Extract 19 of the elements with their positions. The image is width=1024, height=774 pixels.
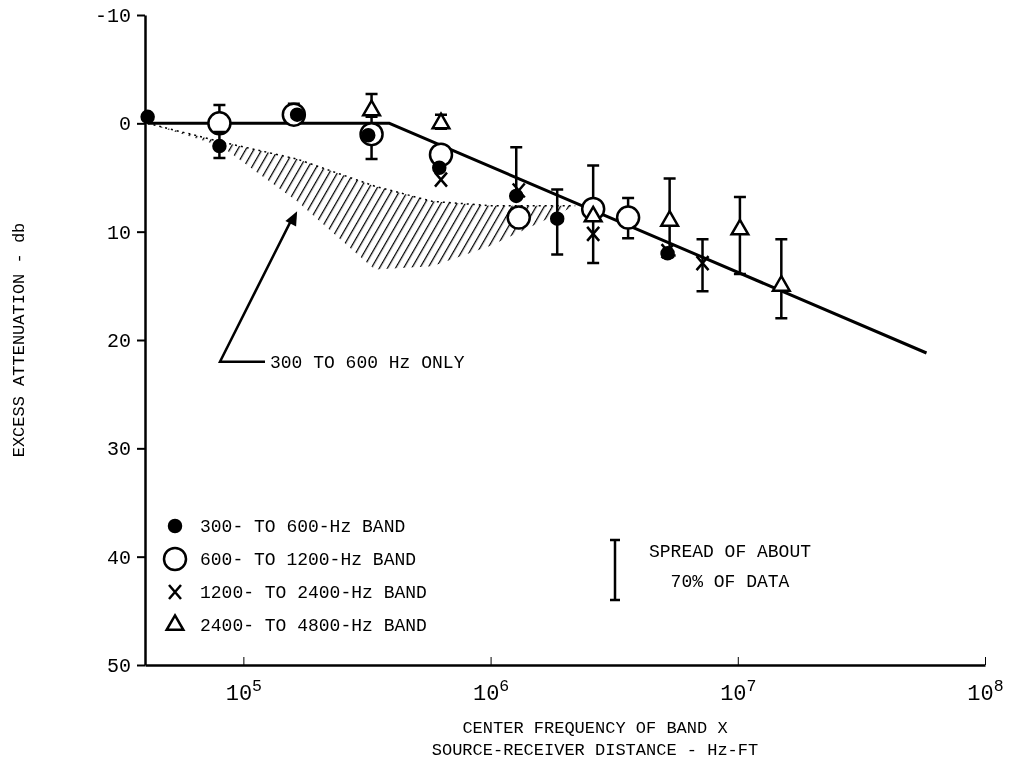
y-tick-label: 30	[106, 438, 131, 462]
y-tick-label: 10	[106, 221, 131, 245]
legend-label: 300- TO 600-Hz BAND	[200, 517, 406, 537]
annotation: SPREAD OF ABOUT 70% OF DATA	[648, 542, 812, 592]
y-tick-label: 20	[106, 329, 131, 353]
x-tick-label: 10$^{8}$	[967, 676, 1004, 707]
y-axis-title: EXCESS ATTENUATION - db	[10, 222, 29, 458]
x-tick-label: 10$^{6}$	[472, 676, 510, 707]
y-tick-label: -10	[94, 4, 131, 28]
y-tick-label: 50	[106, 654, 131, 678]
annotation: 300 TO 600 Hz ONLY	[270, 352, 465, 373]
x-tick-label: 10$^{7}$	[720, 676, 757, 707]
legend-label: 2400- TO 4800-Hz BAND	[200, 616, 427, 636]
legend-label: 1200- TO 2400-Hz BAND	[200, 583, 427, 603]
y-tick-label: 0	[118, 113, 131, 137]
x-axis-title: CENTER FREQUENCY OF BAND X SOURCE-RECEIVER DISTANCE - Hz-FT	[431, 719, 759, 760]
x-tick-label: 10$^{5}$	[225, 676, 263, 707]
legend-label: 600- TO 1200-Hz BAND	[200, 550, 417, 570]
y-tick-label: 40	[106, 546, 131, 570]
